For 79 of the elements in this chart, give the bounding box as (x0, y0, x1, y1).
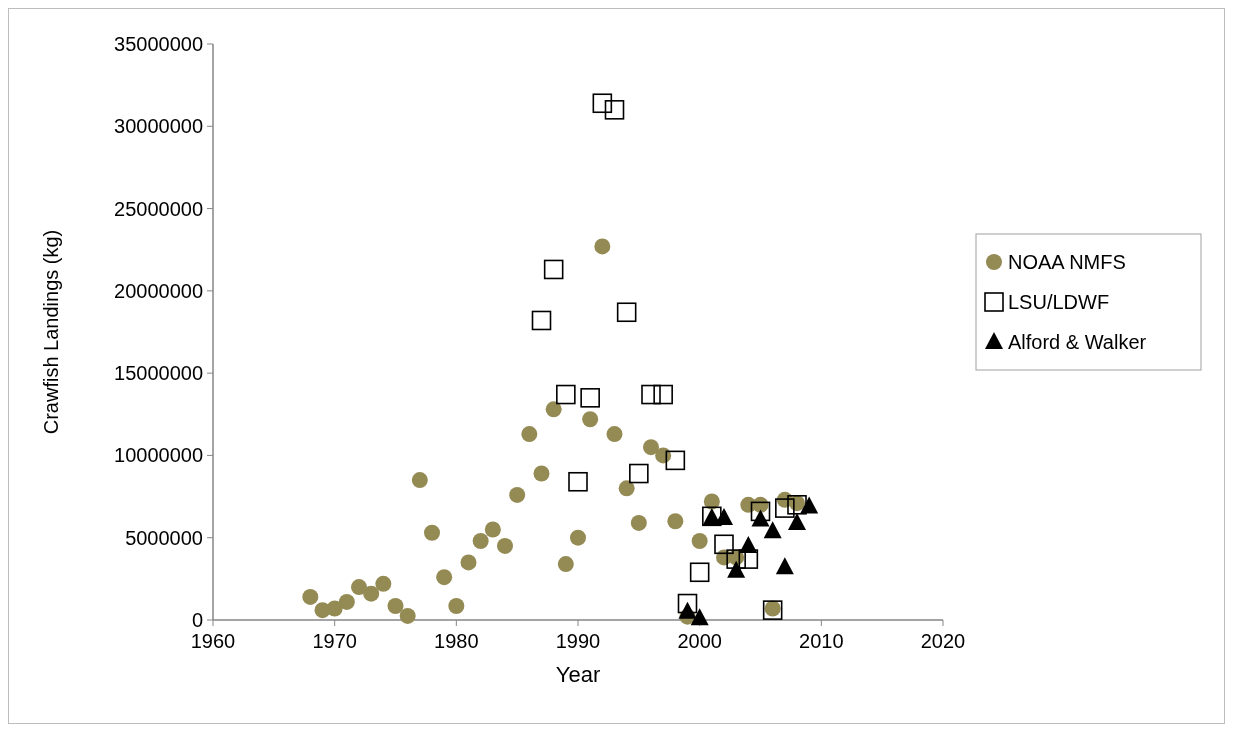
point (521, 426, 538, 443)
x-tick-label: 1980 (434, 630, 479, 652)
y-tick-label: 15000000 (114, 362, 203, 385)
x-tick-label: 2020 (920, 630, 966, 652)
point (691, 533, 708, 550)
point (739, 535, 758, 553)
point (604, 100, 625, 120)
point (580, 388, 600, 408)
point (568, 471, 588, 492)
x-tick-label: 1960 (190, 630, 236, 652)
y-tick-label: 30000000 (114, 115, 203, 138)
y-tick-label: 35000000 (114, 33, 203, 55)
point (616, 302, 637, 323)
point (629, 463, 649, 484)
point (677, 593, 698, 614)
point (351, 579, 367, 596)
point (497, 537, 513, 554)
point (338, 593, 355, 610)
point (484, 521, 501, 538)
point (531, 310, 552, 331)
legend-label: NOAA NMFS (1008, 251, 1126, 273)
point (788, 512, 806, 530)
point (606, 426, 623, 443)
point (690, 608, 709, 626)
point (618, 480, 635, 497)
point (436, 569, 453, 586)
point (582, 411, 599, 428)
point (592, 93, 613, 114)
point (509, 486, 526, 503)
point (703, 493, 720, 510)
x-tick-label: 2010 (799, 630, 844, 652)
y-tick-label: 20000000 (114, 279, 203, 302)
point (738, 549, 759, 569)
y-tick-label: 5000000 (125, 526, 203, 549)
point (643, 439, 659, 456)
x-axis-title: Year (555, 662, 601, 687)
point (655, 447, 672, 464)
point (689, 562, 710, 583)
point (570, 529, 586, 546)
x-tick-label: 2000 (677, 630, 722, 652)
point (630, 514, 647, 531)
y-tick-label: 25000000 (114, 197, 203, 220)
point (556, 384, 576, 405)
point (375, 575, 392, 592)
point (460, 554, 477, 571)
x-tick-label: 1990 (555, 630, 601, 652)
point (399, 607, 416, 624)
point (363, 585, 380, 602)
point (750, 501, 771, 522)
point (653, 384, 673, 405)
y-tick-label: 10000000 (114, 444, 203, 467)
legend-label: Alford & Walker (1008, 331, 1147, 353)
point (387, 598, 404, 615)
point (775, 498, 795, 518)
point (641, 384, 661, 405)
point (424, 524, 440, 541)
y-axis-title: Crawfish Landings (kg) (40, 229, 62, 435)
point (472, 533, 489, 550)
point (714, 534, 734, 555)
point (543, 259, 564, 280)
point (751, 509, 770, 527)
point (594, 238, 611, 255)
point (727, 560, 746, 578)
legend-label: LSU/LDWF (1008, 291, 1110, 313)
point (302, 588, 319, 605)
point (545, 401, 562, 418)
point (448, 598, 465, 615)
point (665, 450, 686, 471)
x-tick-label: 1970 (312, 630, 357, 652)
y-tick-label: 0 (191, 609, 203, 631)
point (678, 601, 697, 619)
point (557, 556, 574, 573)
point (326, 600, 343, 617)
point (533, 465, 550, 482)
point (667, 513, 684, 530)
point (763, 521, 782, 539)
point (411, 472, 428, 489)
point (775, 557, 794, 575)
point (800, 496, 819, 514)
